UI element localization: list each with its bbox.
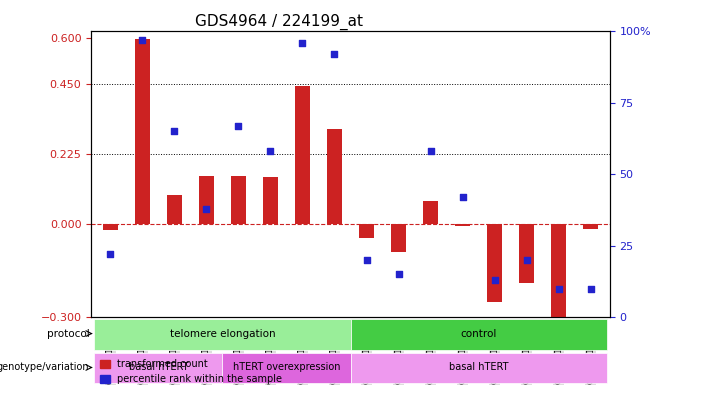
Bar: [552, 224, 566, 320]
Bar: [456, 224, 470, 226]
Point: [169, 129, 180, 135]
Text: GSM1019103: GSM1019103: [266, 323, 275, 384]
Bar: [519, 224, 534, 283]
Text: GSM1019104: GSM1019104: [298, 323, 307, 384]
Point: [329, 51, 340, 57]
Bar: [327, 129, 341, 224]
FancyBboxPatch shape: [350, 319, 606, 349]
Text: GSM1019101: GSM1019101: [458, 323, 467, 384]
Point: [104, 251, 116, 257]
Bar: [391, 224, 406, 252]
Text: protocol: protocol: [47, 329, 90, 338]
Bar: [135, 39, 149, 224]
Text: GSM1019107: GSM1019107: [522, 323, 531, 384]
Text: GSM1019109: GSM1019109: [586, 323, 595, 384]
Point: [200, 206, 212, 212]
Text: GSM1019099: GSM1019099: [394, 323, 403, 384]
Text: GSM1019112: GSM1019112: [170, 323, 179, 384]
Text: GSM1019108: GSM1019108: [554, 323, 563, 384]
Point: [553, 286, 564, 292]
Point: [457, 194, 468, 200]
FancyBboxPatch shape: [95, 353, 222, 384]
Point: [233, 123, 244, 129]
Point: [265, 148, 276, 154]
Point: [489, 277, 501, 283]
Text: telomere elongation: telomere elongation: [170, 329, 275, 338]
Legend: transformed count, percentile rank within the sample: transformed count, percentile rank withi…: [96, 356, 286, 388]
Text: GSM1019102: GSM1019102: [234, 323, 243, 384]
Text: GSM1019105: GSM1019105: [330, 323, 339, 384]
Text: GSM1019113: GSM1019113: [202, 323, 211, 384]
FancyBboxPatch shape: [350, 353, 606, 384]
Bar: [199, 176, 214, 224]
Text: GSM1019098: GSM1019098: [362, 323, 371, 384]
Bar: [103, 224, 118, 230]
Text: genotype/variation: genotype/variation: [0, 362, 90, 373]
Text: GSM1019100: GSM1019100: [426, 323, 435, 384]
Point: [393, 271, 404, 277]
Text: hTERT overexpression: hTERT overexpression: [233, 362, 340, 373]
Point: [521, 257, 532, 263]
Text: control: control: [461, 329, 497, 338]
Bar: [360, 224, 374, 238]
FancyBboxPatch shape: [222, 353, 350, 384]
Bar: [264, 178, 278, 224]
Point: [137, 37, 148, 43]
Text: GDS4964 / 224199_at: GDS4964 / 224199_at: [195, 14, 363, 30]
Point: [361, 257, 372, 263]
Text: GSM1019110: GSM1019110: [106, 323, 115, 384]
Bar: [167, 195, 182, 224]
Bar: [583, 224, 598, 229]
Bar: [295, 86, 310, 224]
Bar: [423, 201, 437, 224]
Bar: [487, 224, 502, 302]
Point: [297, 40, 308, 46]
Text: GSM1019111: GSM1019111: [138, 323, 147, 384]
Text: basal hTERT: basal hTERT: [449, 362, 508, 373]
Point: [425, 148, 436, 154]
Text: GSM1019106: GSM1019106: [490, 323, 499, 384]
Point: [585, 286, 597, 292]
Text: basal hTERT: basal hTERT: [128, 362, 188, 373]
Bar: [231, 176, 245, 224]
FancyBboxPatch shape: [95, 319, 350, 349]
